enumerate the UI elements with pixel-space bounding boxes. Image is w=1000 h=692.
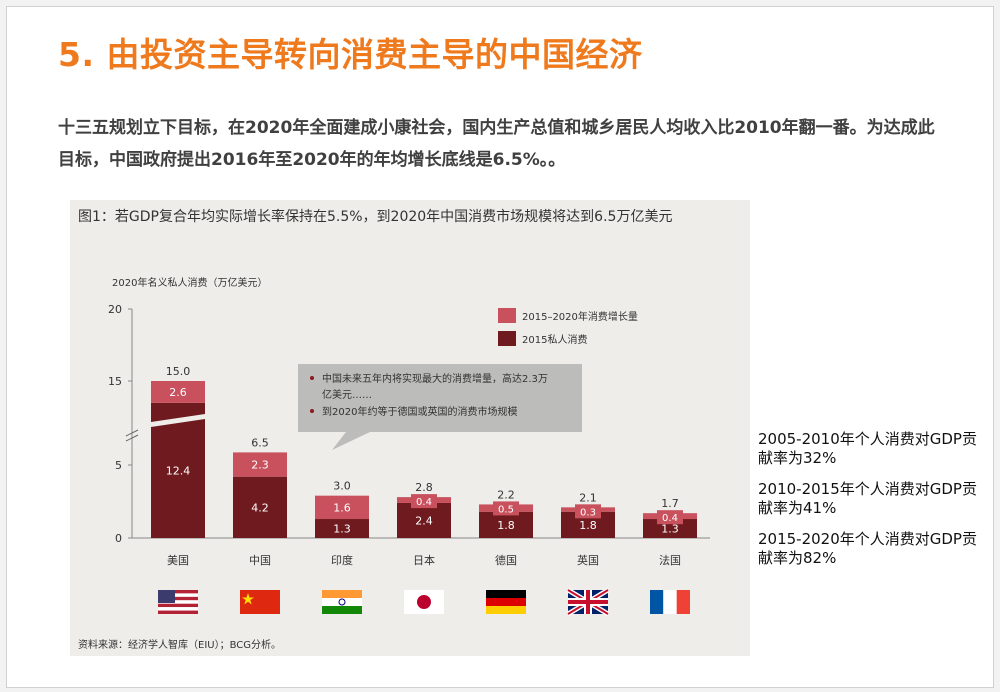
y-tick-label: 15	[108, 375, 122, 388]
y-tick-label: 0	[115, 532, 122, 545]
bar-growth-label-box	[657, 510, 683, 525]
flag-part	[158, 590, 198, 594]
legend-swatch	[498, 308, 516, 323]
bar-growth-label-box	[575, 504, 601, 519]
bar-base-label: 12.4	[166, 464, 191, 477]
figure-title: 图1：若GDP复合年均实际增长率保持在5.5%，到2020年中国消费市场规模将达…	[78, 209, 673, 225]
bar-total-label: 6.5	[251, 436, 269, 449]
bar-base-label: 1.3	[661, 523, 679, 536]
flag-part	[676, 590, 690, 614]
callout-bubble	[298, 364, 582, 450]
bar-total-label: 2.1	[579, 491, 597, 504]
flag-part	[322, 590, 362, 598]
y-tick-label: 5	[115, 459, 122, 472]
flag-part	[486, 606, 526, 614]
bar-total-label: 2.2	[497, 488, 515, 501]
callout-bullet	[310, 376, 314, 380]
x-tick-label: 法国	[659, 553, 681, 567]
x-tick-label: 中国	[249, 554, 271, 567]
bar-base	[479, 511, 533, 538]
page-title: 5. 由投资主导转向消费主导的中国经济	[58, 35, 643, 74]
bar-total-label: 1.7	[661, 497, 679, 510]
flag-part	[158, 590, 175, 603]
x-tick-label: 德国	[495, 553, 517, 567]
bar-base	[643, 519, 697, 538]
axis-break-mark	[125, 429, 139, 437]
bar-growth-label: 0.3	[580, 507, 596, 518]
bar-growth	[315, 495, 369, 520]
bar-growth-label: 0.5	[498, 504, 514, 515]
bar-total-label: 3.0	[333, 480, 351, 493]
bar-growth-label: 0.4	[416, 497, 432, 508]
x-tick-label: 美国	[167, 554, 189, 567]
callout-bullet	[310, 409, 314, 413]
side-note: 2005-2010年个人消费对GDP贡献率为32%	[758, 430, 977, 467]
x-tick-label: 印度	[331, 553, 353, 567]
flag-part	[486, 598, 526, 606]
flag-part	[158, 596, 198, 601]
callout-text: 到2020年约等于德国或英国的消费市场规模	[322, 405, 517, 418]
bar-base	[233, 476, 287, 538]
bar-base-label: 1.8	[497, 519, 515, 532]
bar-base-label: 2.4	[415, 514, 433, 527]
y-axis-label: 2020年名义私人消费（万亿美元）	[112, 276, 267, 289]
flag-sun	[417, 595, 431, 609]
figure-source: 资料来源：经济学人智库（EIU）；BCG分析。	[78, 640, 282, 651]
stacked-bar-chart: 2020年名义私人消费（万亿美元） 0 5 15 20 12.4 2.6 15.0 美国 4.2 2…	[108, 276, 710, 617]
bar-base-label: 4.2	[251, 501, 269, 514]
legend-label: 2015–2020年消费增长量	[522, 310, 638, 323]
bar-growth	[233, 452, 287, 477]
flag-part	[158, 610, 198, 614]
jp-flag-icon	[404, 590, 444, 614]
callout-text: 亿美元……	[322, 388, 372, 401]
de-flag-icon	[486, 590, 526, 614]
bar-growth	[151, 381, 205, 403]
in-flag-icon	[322, 590, 362, 614]
flag-part	[322, 598, 362, 606]
legend-swatch	[498, 331, 516, 346]
x-tick-label: 英国	[577, 553, 599, 567]
bar-total-label: 15.0	[166, 365, 191, 378]
x-tick-label: 日本	[413, 553, 435, 567]
side-notes: 2005-2010年个人消费对GDP贡献率为32% 2010-2015年个人消费…	[758, 430, 983, 580]
bar-break-gap	[151, 414, 205, 427]
bar-base-label: 1.8	[579, 519, 597, 532]
bar-growth-label-box	[411, 494, 437, 509]
axis-break-mark	[125, 434, 139, 442]
flag-part	[158, 593, 198, 597]
flag-part	[158, 600, 198, 604]
side-note: 2010-2015年个人消费对GDP贡献率为41%	[758, 480, 977, 517]
legend-label: 2015私人消费	[522, 333, 587, 346]
flag-part	[663, 590, 677, 614]
flag-part	[568, 600, 608, 604]
callout-text: 中国未来五年内将实现最大的消费增量，高达2.3万	[322, 372, 548, 385]
bar-growth-label: 2.6	[169, 386, 187, 399]
flag-part	[158, 607, 198, 611]
bar-growth-label-box	[493, 501, 519, 516]
intro-paragraph: 十三五规划立下目标，在2020年全面建成小康社会，国内生产总值和城乡居民人均收入…	[58, 118, 935, 170]
flag-part	[158, 603, 198, 608]
bar-growth-label: 1.6	[333, 501, 351, 514]
bar-total-label: 2.8	[415, 481, 433, 494]
bar-base-label: 1.3	[333, 523, 351, 536]
y-tick-label: 20	[108, 303, 122, 316]
flag-part	[650, 590, 664, 614]
gb-flag-icon	[566, 587, 610, 617]
fr-flag-icon	[650, 590, 690, 614]
flag-star	[242, 593, 254, 605]
figure-panel: 图1：若GDP复合年均实际增长率保持在5.5%，到2020年中国消费市场规模将达…	[70, 200, 750, 656]
side-note: 2015-2020年个人消费对GDP贡献率为82%	[758, 530, 977, 567]
us-flag-icon	[158, 590, 198, 614]
flag-wheel	[338, 598, 346, 606]
bar-base	[397, 502, 451, 538]
bar-growth-label: 0.4	[662, 513, 678, 524]
bar-base	[315, 519, 369, 538]
cn-flag-icon	[240, 590, 280, 614]
flag-part	[322, 606, 362, 614]
flag-part	[486, 590, 526, 598]
bar-growth-label: 2.3	[251, 459, 269, 472]
